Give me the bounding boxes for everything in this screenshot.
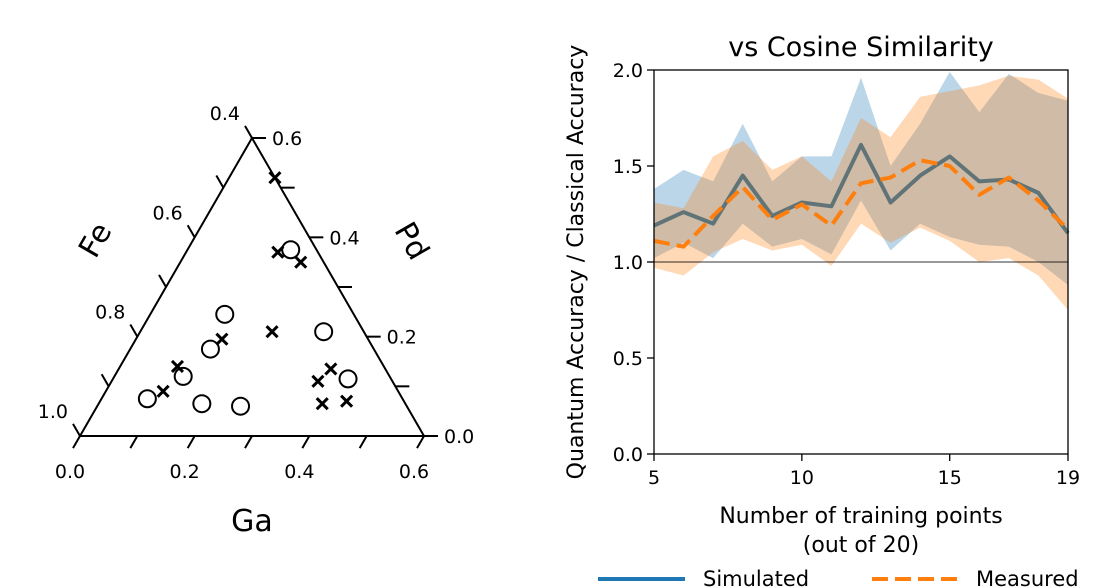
ternary-tick-bottom (186, 435, 196, 449)
ternary-tick-left (129, 324, 139, 338)
ternary-points (137, 171, 358, 416)
ternary-tick-left (72, 423, 81, 437)
ternary-point-circle (231, 396, 251, 416)
ternary-tick-label-bottom: 0.6 (399, 461, 429, 483)
ternary-axis-label-fe: Fe (72, 217, 119, 264)
ternary-tick-bottom (301, 435, 311, 449)
line-chart: vs Cosine Similarity 5 10 15 19 0.0 0.5 1.0 1.… (564, 32, 1080, 588)
ternary-tick-left (158, 274, 167, 288)
ternary-tick-label-left: 1.0 (38, 401, 68, 423)
ternary-point-x (215, 332, 229, 346)
ternary-tick-label-right: 0.6 (272, 128, 302, 150)
ternary-tick-label-bottom: 0.4 (284, 461, 314, 483)
ternary-tick-label-left: 0.6 (152, 202, 182, 224)
x-tick-label: 5 (648, 467, 660, 489)
simulated-line (653, 142, 1070, 235)
ternary-tick-labels: 0.0 0.0 1.0 0.2 0.2 0.8 0.4 0.4 0.6 0.6 0.6 0.4 (38, 103, 474, 483)
ternary-point-x (311, 374, 325, 388)
ternary-point-circle (200, 339, 220, 359)
x-tick-label: 19 (1056, 467, 1080, 489)
ternary-tick-label-right: 0.4 (329, 227, 359, 249)
ternary-tick-bottom (358, 435, 368, 449)
x-axis-label-line2: (out of 20) (803, 533, 919, 558)
ternary-point-circle (338, 369, 358, 389)
x-tick-label: 15 (938, 467, 962, 489)
legend-label-measured: Measured (976, 567, 1079, 588)
y-tick-label: 0.0 (613, 444, 643, 466)
y-axis-label: Quantum Accuracy / Classical Accuracy (564, 45, 589, 480)
ternary-axis-label-ga: Ga (231, 504, 273, 539)
legend-label-simulated: Simulated (703, 567, 809, 588)
ternary-tick-label-left: 0.8 (95, 302, 125, 324)
y-tick-label: 1.0 (613, 252, 643, 274)
ternary-point-circle (137, 389, 157, 409)
ternary-tick-label-right: 0.2 (387, 327, 417, 349)
ternary-point-x (170, 359, 185, 374)
ternary-tick-bottom (129, 435, 139, 449)
ternary-axis-label-pd: Pd (387, 216, 436, 266)
measured-line (653, 158, 1070, 249)
x-tick-label: 10 (790, 467, 814, 489)
ternary-tick-bottom (72, 435, 81, 449)
ternary-plot: 0.00.01.00.20.20.80.40.40.60.60.60.4 Ga … (38, 103, 474, 539)
y-tick-label: 0.5 (613, 348, 643, 370)
ternary-tick-bottom (244, 435, 253, 449)
ternary-point-circle (173, 366, 193, 386)
ternary-tick-left (215, 175, 225, 189)
ternary-point-x (268, 171, 282, 185)
ternary-point-x (340, 394, 354, 408)
y-tick-label: 2.0 (613, 60, 643, 82)
ternary-tick-left (186, 224, 196, 238)
ternary-tick-label-left: 0.4 (210, 103, 240, 125)
ternary-point-circle (314, 322, 334, 342)
y-tick-label: 1.5 (613, 156, 643, 178)
ternary-tick-label-bottom: 0.0 (55, 461, 85, 483)
legend: Simulated Measured (598, 567, 1079, 588)
ternary-point-x (265, 325, 279, 339)
ternary-tick-left (100, 373, 110, 387)
ternary-point-x (294, 255, 308, 269)
simulated-band (654, 71, 1068, 286)
ternary-tick-label-bottom: 0.2 (170, 461, 200, 483)
ternary-triangle (78, 135, 426, 437)
chart-title: vs Cosine Similarity (728, 32, 994, 63)
y-ticks: 0.0 0.5 1.0 1.5 2.0 (613, 60, 654, 466)
ternary-point-circle (215, 304, 235, 324)
ternary-ticks (72, 125, 438, 449)
ternary-tick-bottom (416, 435, 425, 449)
x-axis-label: Number of training points (719, 504, 1002, 529)
ternary-point-x (324, 362, 338, 376)
ternary-tick-left (244, 125, 253, 139)
ternary-point-x (156, 384, 170, 398)
measured-band (654, 75, 1068, 310)
ternary-point-circle (281, 240, 301, 260)
ternary-point-circle (192, 394, 212, 414)
x-ticks: 5 10 15 19 (648, 454, 1080, 489)
ternary-point-x (315, 397, 329, 411)
ternary-tick-label-right: 0.0 (444, 426, 474, 448)
